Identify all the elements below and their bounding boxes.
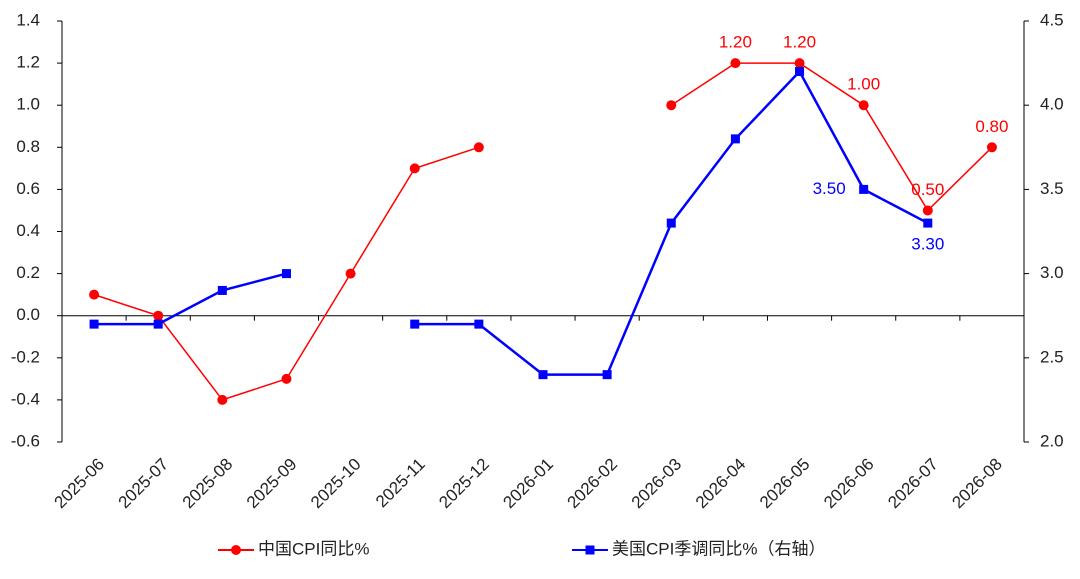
marker	[730, 58, 741, 69]
legend-marker	[585, 545, 595, 555]
marker	[794, 58, 805, 69]
marker	[859, 184, 869, 194]
x-tick-label: 2026-08	[948, 455, 1006, 513]
x-tick-label: 2025-12	[435, 455, 493, 513]
y-tick-label: 0.4	[16, 221, 40, 240]
marker	[153, 319, 163, 329]
y-tick-label: 0.0	[16, 305, 40, 324]
x-tick-label: 2026-06	[820, 455, 878, 513]
legend-label: 美国CPI季调同比%（右轴）	[612, 539, 825, 558]
y2-tick-label: 2.5	[1040, 347, 1064, 366]
marker	[666, 218, 676, 228]
marker	[345, 268, 356, 279]
x-tick-label: 2026-05	[756, 455, 814, 513]
y-tick-label: 1.2	[16, 53, 40, 72]
marker	[281, 269, 291, 279]
y2-tick-label: 3.5	[1040, 179, 1064, 198]
y-tick-label: 0.6	[16, 179, 40, 198]
marker	[89, 319, 99, 329]
marker	[281, 373, 292, 384]
x-tick-label: 2025-11	[372, 455, 429, 512]
y-tick-label: 0.2	[16, 263, 40, 282]
value-label: 0.50	[911, 180, 944, 199]
series-line	[94, 272, 287, 326]
value-label: 3.50	[813, 179, 846, 198]
marker	[89, 289, 100, 300]
marker	[923, 218, 933, 228]
marker	[666, 100, 677, 111]
marker	[473, 142, 484, 153]
marker	[409, 163, 420, 174]
marker	[986, 142, 997, 153]
marker	[217, 394, 228, 405]
marker	[153, 310, 164, 321]
y2-tick-label: 4.5	[1040, 10, 1064, 29]
y-tick-label: 0.8	[16, 137, 40, 156]
value-label: 1.20	[783, 33, 816, 52]
x-tick-label: 2025-09	[243, 455, 301, 513]
marker	[602, 370, 612, 380]
y-tick-label: -0.2	[11, 347, 40, 366]
value-label: 0.80	[975, 117, 1008, 136]
marker	[410, 319, 420, 329]
y2-tick-label: 3.0	[1040, 263, 1064, 282]
y-tick-label: 1.4	[16, 10, 40, 29]
x-tick-label: 2025-10	[307, 455, 365, 513]
y-tick-label: 1.0	[16, 95, 40, 114]
x-tick-label: 2026-02	[564, 455, 622, 513]
value-label: 3.30	[911, 235, 944, 254]
series-line	[670, 62, 993, 212]
y2-tick-label: 4.0	[1040, 95, 1064, 114]
marker	[730, 134, 740, 144]
marker	[217, 285, 227, 295]
y-tick-label: -0.6	[11, 431, 40, 450]
x-tick-label: 2026-01	[499, 455, 557, 513]
marker	[538, 370, 548, 380]
x-tick-label: 2026-03	[628, 455, 686, 513]
x-tick-label: 2026-04	[692, 455, 750, 513]
marker	[795, 67, 805, 77]
x-tick-label: 2025-07	[115, 455, 173, 513]
marker	[922, 205, 933, 216]
x-tick-label: 2025-06	[51, 455, 109, 513]
marker	[474, 319, 484, 329]
y-tick-label: -0.4	[11, 389, 40, 408]
value-label: 1.00	[847, 75, 880, 94]
legend-marker	[231, 545, 241, 555]
legend-label: 中国CPI同比%	[258, 539, 369, 558]
marker	[858, 100, 869, 111]
y2-tick-label: 2.0	[1040, 431, 1064, 450]
x-tick-label: 2026-07	[884, 455, 942, 513]
x-tick-label: 2025-08	[179, 455, 237, 513]
value-label: 1.20	[719, 33, 752, 52]
